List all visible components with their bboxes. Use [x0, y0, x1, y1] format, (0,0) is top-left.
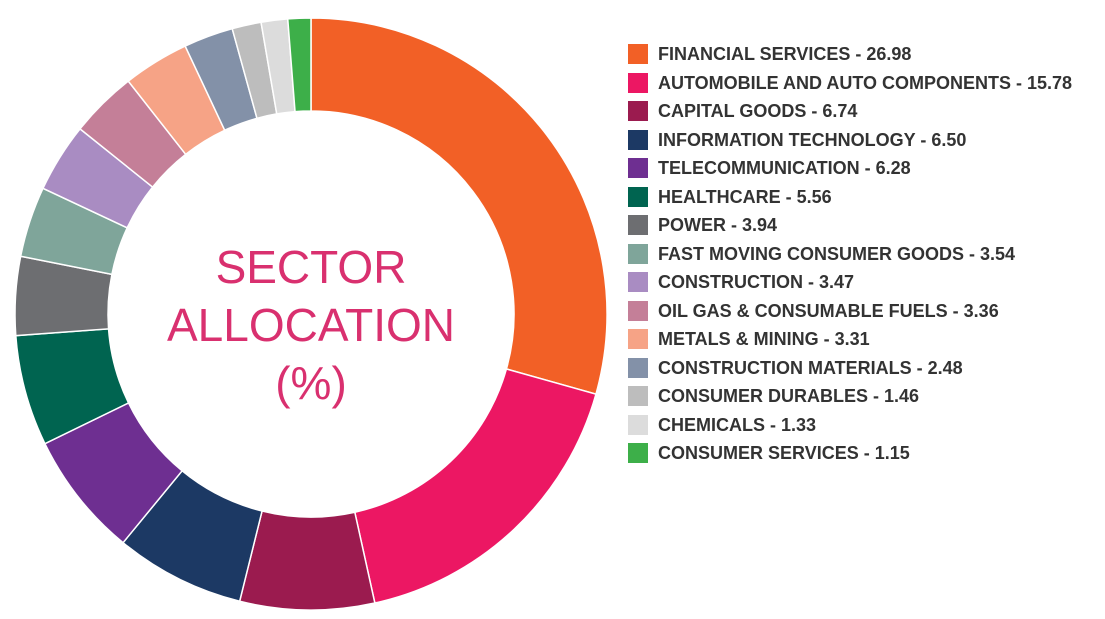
legend-label: METALS & MINING - 3.31 — [658, 329, 870, 349]
legend-swatch — [628, 272, 648, 292]
legend: FINANCIAL SERVICES - 26.98 AUTOMOBILE AND… — [628, 40, 1098, 468]
legend-label: HEALTHCARE - 5.56 — [658, 186, 832, 207]
legend-label: FAST MOVING CONSUMER GOODS - 3.54 — [658, 243, 1016, 264]
chart-title: SECTOR ALLOCATION (%) — [167, 241, 455, 409]
legend-label: OIL GAS & CONSUMABLE FUELS - 3.36 — [658, 300, 999, 321]
legend-label: INFORMATION TECHNOLOGY - 6.50 — [658, 129, 967, 150]
legend-swatch — [628, 44, 648, 64]
legend-item: FAST MOVING CONSUMER GOODS - 3.54 — [628, 240, 1098, 269]
legend-swatch — [628, 357, 648, 378]
legend-item: AUTOMOBILE AND AUTO COMPONENTS - 15.78 — [628, 69, 1098, 98]
donut-slice — [286, 17, 312, 113]
legend-item: TELECOMMUNICATION - 6.28 — [628, 154, 1098, 183]
legend-label: TELECOMMUNICATION - 6.28 — [658, 158, 911, 178]
legend-label: CHEMICALS - 1.33 — [658, 414, 817, 435]
legend-item: CONSTRUCTION MATERIALS - 2.48 — [628, 354, 1098, 383]
legend-swatch — [628, 72, 648, 93]
legend-swatch — [628, 414, 648, 435]
legend-swatch — [628, 186, 648, 207]
legend-item: HEALTHCARE - 5.56 — [628, 183, 1098, 212]
legend-swatch — [628, 329, 648, 349]
legend-swatch — [628, 158, 648, 178]
legend-swatch — [628, 129, 648, 150]
legend-item: METALS & MINING - 3.31 — [628, 325, 1098, 354]
donut-slice — [310, 17, 608, 396]
legend-swatch — [628, 386, 648, 406]
chart — [14, 17, 608, 611]
legend-item: CONSUMER SERVICES - 1.15 — [628, 439, 1098, 468]
legend-label: CONSTRUCTION - 3.47 — [658, 272, 855, 292]
legend-label: CONSTRUCTION MATERIALS - 2.48 — [658, 357, 963, 378]
legend-swatch — [628, 300, 648, 321]
legend-swatch — [628, 215, 648, 235]
legend-label: FINANCIAL SERVICES - 26.98 — [658, 44, 912, 64]
legend-item: CHEMICALS - 1.33 — [628, 411, 1098, 440]
legend-label: CONSUMER DURABLES - 1.46 — [658, 386, 920, 406]
donut-slice — [238, 510, 376, 611]
legend-item: POWER - 3.94 — [628, 211, 1098, 240]
legend-item: CAPITAL GOODS - 6.74 — [628, 97, 1098, 126]
legend-label: AUTOMOBILE AND AUTO COMPONENTS - 15.78 — [658, 72, 1073, 93]
legend-label: CONSUMER SERVICES - 1.15 — [658, 443, 910, 463]
legend-item: INFORMATION TECHNOLOGY - 6.50 — [628, 126, 1098, 155]
legend-swatch — [628, 243, 648, 264]
legend-label: CAPITAL GOODS - 6.74 — [658, 101, 858, 121]
legend-item: FINANCIAL SERVICES - 26.98 — [628, 40, 1098, 69]
legend-swatch — [628, 101, 648, 121]
legend-item: OIL GAS & CONSUMABLE FUELS - 3.36 — [628, 297, 1098, 326]
legend-swatch — [628, 443, 648, 463]
legend-label: POWER - 3.94 — [658, 215, 778, 235]
legend-item: CONSTRUCTION - 3.47 — [628, 268, 1098, 297]
legend-item: CONSUMER DURABLES - 1.46 — [628, 382, 1098, 411]
